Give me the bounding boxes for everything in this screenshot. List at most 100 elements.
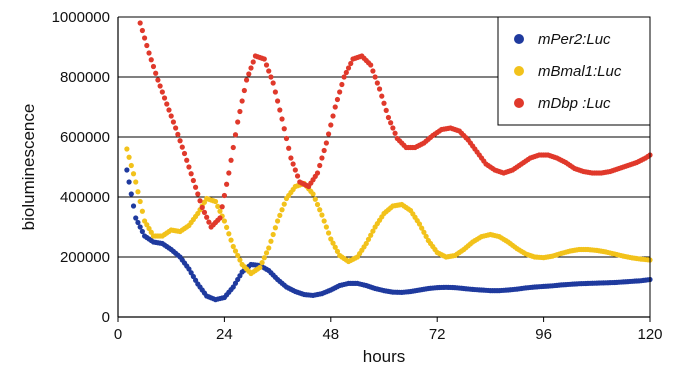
- data-point-interp: [250, 59, 256, 65]
- data-point-interp: [270, 231, 276, 238]
- x-tick-label: 96: [535, 326, 552, 343]
- y-axis-title: bioluminescence: [19, 104, 38, 231]
- data-point-interp: [148, 57, 154, 63]
- data-point-interp: [317, 162, 323, 169]
- data-point-interp: [201, 209, 208, 215]
- y-tick-label: 1000000: [52, 9, 110, 26]
- x-tick-label: 72: [429, 326, 446, 343]
- data-point-interp: [275, 98, 281, 104]
- data-point-interp: [130, 203, 137, 209]
- data-point: [235, 119, 241, 125]
- data-point: [124, 167, 130, 173]
- data-point: [310, 191, 316, 197]
- data-point: [164, 101, 170, 107]
- data-point-interp: [139, 208, 145, 214]
- data-point-interp: [328, 122, 334, 128]
- data-point-interp: [334, 248, 341, 254]
- data-point-interp: [332, 244, 338, 250]
- data-point-interp: [135, 189, 141, 195]
- data-point-interp: [241, 87, 247, 94]
- data-point-interp: [259, 260, 265, 266]
- y-ticks: 0 200000 400000 600000 800000 1000000: [52, 9, 110, 326]
- data-point: [368, 62, 374, 68]
- data-point: [133, 179, 139, 185]
- data-point-interp: [215, 203, 221, 209]
- data-point-interp: [128, 191, 134, 197]
- data-point-interp: [237, 257, 243, 263]
- data-point: [261, 56, 267, 62]
- data-point-interp: [139, 27, 145, 34]
- data-point: [328, 236, 334, 242]
- x-tick-label: 0: [114, 326, 122, 343]
- y-tick-label: 800000: [60, 69, 110, 86]
- series-mdbp: [137, 20, 653, 230]
- data-point-interp: [330, 240, 336, 246]
- data-point-interp: [188, 270, 194, 276]
- data-point-interp: [292, 167, 298, 173]
- data-point-interp: [232, 132, 239, 138]
- data-point: [332, 104, 338, 110]
- data-point: [275, 218, 281, 224]
- data-point-interp: [159, 89, 165, 95]
- data-point-interp: [144, 42, 150, 49]
- data-point-interp: [148, 229, 154, 235]
- data-point-interp: [272, 89, 278, 95]
- x-axis-title: hours: [363, 347, 406, 366]
- data-points: [124, 20, 653, 303]
- data-point-interp: [186, 164, 192, 170]
- data-point: [385, 114, 392, 121]
- data-point-interp: [325, 230, 332, 236]
- data-point-interp: [224, 224, 230, 230]
- data-point: [212, 198, 219, 205]
- data-point-interp: [268, 74, 274, 80]
- data-point: [124, 146, 130, 152]
- data-point: [181, 150, 188, 157]
- data-point-interp: [188, 171, 194, 177]
- data-point-interp: [204, 214, 210, 220]
- data-point-interp: [230, 144, 236, 151]
- data-point-interp: [126, 154, 132, 160]
- data-point-interp: [235, 276, 241, 283]
- data-point: [195, 210, 201, 217]
- data-point: [226, 170, 232, 176]
- data-point-interp: [334, 96, 341, 103]
- data-point-interp: [419, 225, 425, 231]
- legend-label-mbmal1: mBmal1:Luc: [538, 63, 622, 80]
- data-point-interp: [142, 35, 148, 41]
- data-point-interp: [321, 218, 327, 224]
- legend-marker-mper2: [514, 34, 524, 44]
- legend: mPer2:Luc mBmal1:Luc mDbp :Luc: [497, 16, 651, 126]
- data-point-interp: [135, 219, 141, 226]
- data-point-interp: [150, 63, 157, 70]
- data-point-interp: [237, 273, 243, 279]
- data-point-interp: [228, 237, 234, 243]
- data-point-interp: [206, 219, 212, 225]
- data-point-interp: [263, 62, 270, 68]
- data-point-interp: [277, 107, 283, 113]
- data-point-interp: [175, 131, 181, 137]
- data-point: [137, 20, 143, 26]
- data-point-interp: [348, 60, 354, 67]
- data-point-interp: [170, 119, 177, 125]
- data-point-interp: [226, 231, 232, 237]
- y-tick-label: 400000: [60, 189, 110, 206]
- data-point-interp: [128, 162, 134, 169]
- data-point-interp: [321, 147, 327, 154]
- data-point-interp: [345, 65, 352, 71]
- data-point: [230, 284, 236, 290]
- data-point: [319, 212, 325, 218]
- data-point: [270, 80, 276, 86]
- data-point-interp: [370, 68, 376, 74]
- data-point-interp: [146, 225, 152, 232]
- data-point-interp: [190, 273, 196, 280]
- data-point: [217, 215, 223, 221]
- data-point-interp: [217, 208, 223, 214]
- data-point-interp: [137, 224, 143, 230]
- series-mbmal1: [124, 146, 653, 277]
- x-ticks: 0 24 48 72 96 120: [114, 317, 663, 343]
- data-point-interp: [283, 135, 290, 142]
- data-point-interp: [263, 250, 270, 256]
- data-point-interp: [290, 161, 296, 167]
- data-point: [323, 140, 329, 146]
- data-point-interp: [421, 229, 427, 235]
